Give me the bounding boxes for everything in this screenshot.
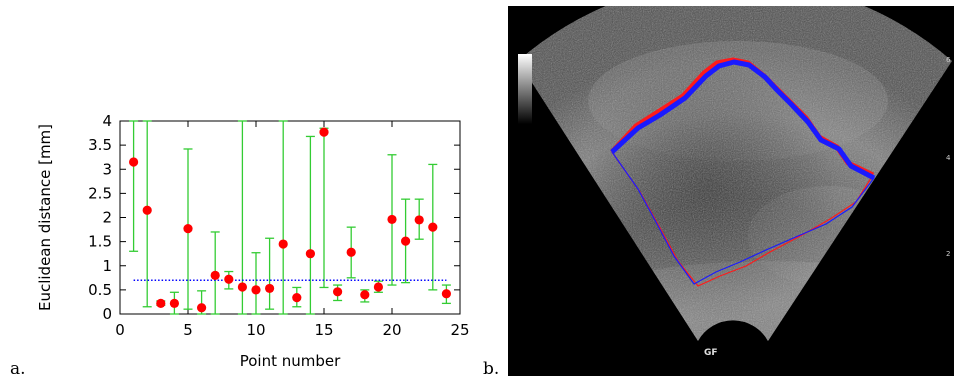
y-tick-label: 3	[102, 160, 112, 178]
data-point	[319, 127, 329, 137]
probe-marker: GF	[704, 348, 718, 358]
data-point	[129, 157, 139, 167]
error-bar	[305, 135, 315, 315]
depth-mark-4: 4	[946, 154, 951, 162]
plot-frame	[119, 120, 461, 315]
error-bar	[265, 237, 275, 310]
y-tick-label: 0.5	[88, 281, 112, 299]
data-point	[360, 290, 370, 300]
y-tick-label: 1	[102, 257, 112, 275]
y-tick-label: 1.5	[88, 233, 112, 251]
data-point	[414, 215, 424, 225]
data-point	[373, 282, 383, 292]
ultrasound-image: 6 4 2 GF	[508, 6, 954, 376]
data-point	[156, 298, 166, 308]
data-point	[224, 274, 234, 284]
x-tick-label: 5	[183, 321, 193, 339]
x-tick-label: 20	[382, 321, 401, 339]
data-point	[346, 247, 356, 257]
error-bar	[129, 120, 139, 252]
y-axis-label: Euclidean distance [mm]	[36, 124, 54, 311]
data-point	[278, 239, 288, 249]
x-tick-label: 0	[115, 321, 125, 339]
data-point	[251, 285, 261, 295]
x-tick-label: 25	[450, 321, 469, 339]
data-point	[197, 303, 207, 313]
y-tick-label: 2	[102, 209, 112, 227]
error-bar	[251, 252, 261, 315]
y-tick-label: 2.5	[88, 184, 112, 202]
data-point	[183, 223, 193, 234]
y-tick-label: 3.5	[88, 136, 112, 154]
data-point	[265, 283, 275, 294]
y-tick-label: 0	[102, 305, 112, 323]
data-point	[387, 214, 397, 225]
error-bar	[237, 120, 247, 315]
data-point	[210, 270, 220, 280]
data-point	[142, 205, 152, 215]
data-point	[237, 282, 247, 292]
x-axis-label: Point number	[240, 352, 341, 370]
data-point	[428, 222, 438, 232]
panel-label-b: b.	[483, 359, 500, 379]
depth-mark-2: 2	[946, 250, 950, 258]
scatter-chart: 0 5 10 15 20 25 0 0.5 1 1.5 2 2.5 3 3.5 4 Point number E…	[36, 112, 470, 370]
chart-marks	[129, 120, 451, 315]
chart-axes: 0 5 10 15 20 25 0 0.5 1 1.5 2 2.5 3 3.5 4 Point number E…	[36, 112, 470, 370]
x-tick-label: 10	[246, 321, 265, 339]
data-point	[333, 287, 343, 297]
data-point	[441, 289, 451, 299]
data-point	[305, 249, 315, 259]
data-point	[292, 292, 302, 303]
panel-label-a: a.	[10, 359, 26, 379]
contour-automatic-anterior	[610, 59, 876, 181]
intensity-scale-bar	[518, 54, 532, 124]
depth-mark-6: 6	[946, 56, 951, 64]
error-bar	[278, 120, 288, 315]
error-bar	[319, 127, 329, 289]
data-point	[401, 236, 411, 246]
data-point	[169, 298, 179, 308]
x-tick-label: 15	[314, 321, 333, 339]
y-tick-label: 4	[102, 112, 112, 130]
